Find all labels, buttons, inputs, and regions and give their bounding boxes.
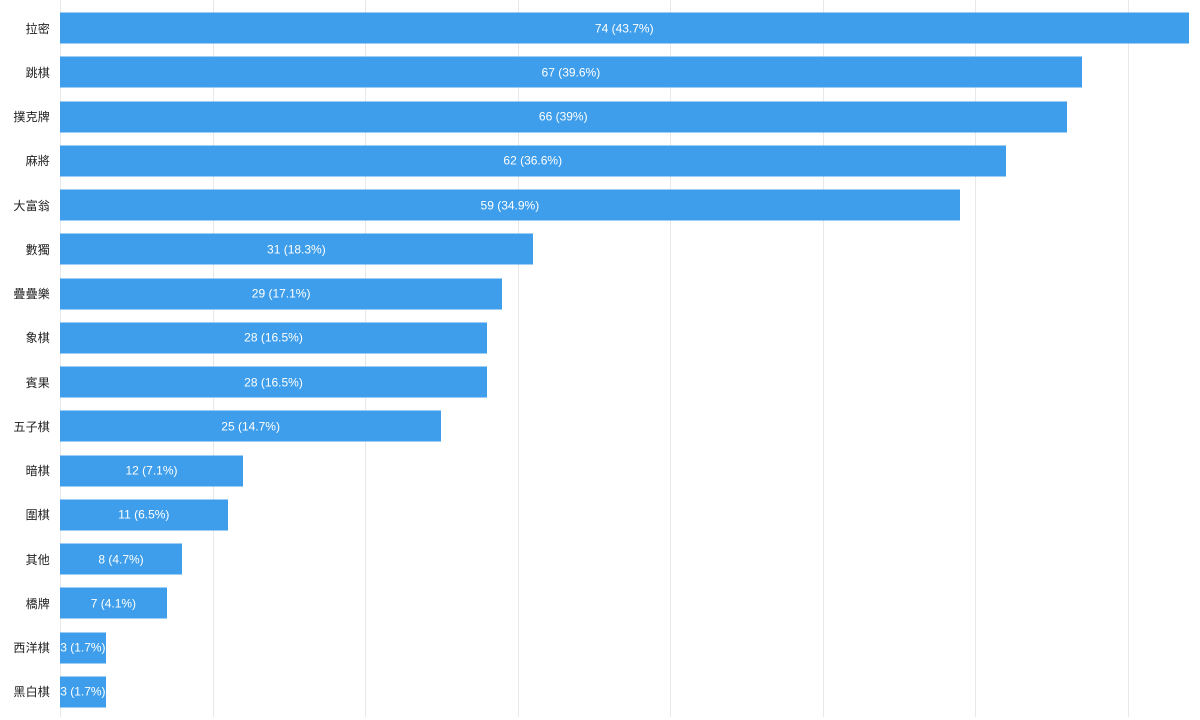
- chart-row: 跳棋 67 (39.6%): [0, 50, 1200, 94]
- bar: 74 (43.7%): [60, 12, 1189, 44]
- chart-row: 橋牌 7 (4.1%): [0, 581, 1200, 625]
- category-label: 圍棋: [25, 508, 50, 523]
- chart-row: 象棋 28 (16.5%): [0, 316, 1200, 360]
- category-label: 撲克牌: [13, 110, 50, 125]
- category-label: 其他: [25, 552, 50, 567]
- chart-row: 疊疊樂 29 (17.1%): [0, 272, 1200, 316]
- chart-row: 大富翁 59 (34.9%): [0, 183, 1200, 227]
- bar-value-label: 7 (4.1%): [90, 596, 137, 611]
- category-label: 暗棋: [25, 464, 50, 479]
- bar-value-label: 29 (17.1%): [251, 286, 311, 301]
- bar-value-label: 31 (18.3%): [267, 242, 326, 257]
- gridline-0: [60, 0, 61, 717]
- bar: 3 (1.7%): [60, 632, 106, 664]
- category-label: 橋牌: [25, 596, 50, 611]
- chart-row: 撲克牌 66 (39%): [0, 95, 1200, 139]
- bar: 29 (17.1%): [60, 278, 503, 310]
- bar-value-label: 66 (39%): [538, 109, 588, 124]
- bar-value-label: 28 (16.5%): [244, 330, 303, 345]
- chart-row: 其他 8 (4.7%): [0, 537, 1200, 581]
- bar-value-label: 62 (36.6%): [503, 153, 563, 168]
- bar: 12 (7.1%): [60, 455, 243, 487]
- bar: 28 (16.5%): [60, 366, 487, 398]
- category-label: 數獨: [25, 242, 50, 257]
- bar: 67 (39.6%): [60, 56, 1082, 88]
- bar-value-label: 28 (16.5%): [244, 375, 303, 390]
- bar: 11 (6.5%): [60, 499, 228, 531]
- chart-row: 西洋棋 3 (1.7%): [0, 626, 1200, 670]
- chart-row: 五子棋 25 (14.7%): [0, 404, 1200, 448]
- category-label: 大富翁: [13, 198, 50, 213]
- chart-row: 圍棋 11 (6.5%): [0, 493, 1200, 537]
- bar: 31 (18.3%): [60, 233, 533, 265]
- chart-row: 黑白棋 3 (1.7%): [0, 670, 1200, 714]
- chart-row: 數獨 31 (18.3%): [0, 227, 1200, 271]
- gridline-60: [975, 0, 976, 717]
- bar: 66 (39%): [60, 101, 1067, 133]
- category-label: 麻將: [25, 154, 50, 169]
- bar: 7 (4.1%): [60, 587, 167, 619]
- bar: 62 (36.6%): [60, 145, 1006, 177]
- category-label: 五子棋: [13, 419, 50, 434]
- bar-value-label: 67 (39.6%): [541, 65, 601, 80]
- bar-value-label: 74 (43.7%): [594, 21, 654, 36]
- bar-value-label: 11 (6.5%): [118, 507, 170, 522]
- gridline-40: [670, 0, 671, 717]
- bar-value-label: 59 (34.9%): [480, 198, 540, 213]
- bar-value-label: 12 (7.1%): [125, 463, 178, 478]
- bar: 59 (34.9%): [60, 189, 960, 221]
- gridline-50: [822, 0, 824, 717]
- bar: 8 (4.7%): [60, 543, 182, 575]
- bar-value-label: 3 (1.7%): [60, 684, 106, 699]
- gridline-70: [1127, 0, 1129, 717]
- category-label: 西洋棋: [13, 641, 50, 656]
- chart-row: 麻將 62 (36.6%): [0, 139, 1200, 183]
- bar-value-label: 25 (14.7%): [221, 419, 280, 434]
- category-label: 跳棋: [25, 65, 50, 80]
- bar: 25 (14.7%): [60, 410, 442, 442]
- category-label: 黑白棋: [13, 685, 50, 700]
- bar-value-label: 8 (4.7%): [98, 552, 144, 567]
- bar: 28 (16.5%): [60, 322, 487, 354]
- category-label: 賓果: [25, 375, 50, 390]
- chart-row: 拉密 74 (43.7%): [0, 6, 1200, 50]
- category-label: 拉密: [25, 21, 50, 36]
- gridline-20: [365, 0, 366, 717]
- bar-value-label: 3 (1.7%): [60, 640, 106, 655]
- bar: 3 (1.7%): [60, 676, 106, 708]
- chart-row: 暗棋 12 (7.1%): [0, 449, 1200, 493]
- category-label: 象棋: [25, 331, 50, 346]
- category-label: 疊疊樂: [13, 287, 50, 302]
- gridline-30: [517, 0, 519, 717]
- chart-row: 賓果 28 (16.5%): [0, 360, 1200, 404]
- gridline-10: [212, 0, 214, 717]
